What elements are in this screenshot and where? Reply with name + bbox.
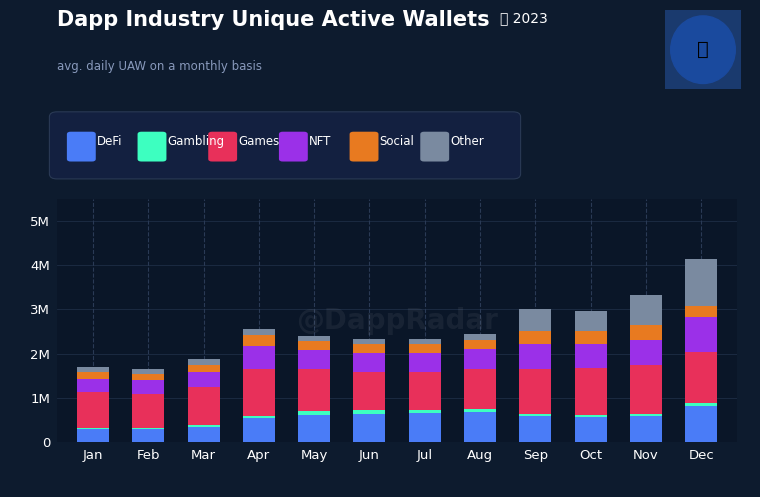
- Bar: [353, 339, 385, 344]
- Text: Social: Social: [379, 135, 414, 148]
- Bar: [242, 335, 275, 346]
- Bar: [298, 341, 330, 350]
- Bar: [132, 380, 164, 394]
- Bar: [77, 372, 109, 379]
- Bar: [409, 372, 441, 410]
- Bar: [409, 344, 441, 353]
- Bar: [298, 415, 330, 442]
- Bar: [686, 352, 717, 404]
- Bar: [77, 429, 109, 442]
- Text: Gambling: Gambling: [167, 135, 224, 148]
- Bar: [519, 310, 552, 331]
- Circle shape: [671, 16, 736, 83]
- Bar: [242, 369, 275, 415]
- Bar: [132, 428, 164, 429]
- Bar: [188, 387, 220, 425]
- Bar: [575, 331, 606, 343]
- Bar: [519, 369, 552, 414]
- Text: 📡: 📡: [697, 40, 709, 59]
- Text: @DappRadar: @DappRadar: [296, 307, 498, 334]
- Bar: [77, 379, 109, 392]
- Bar: [630, 325, 662, 340]
- Bar: [519, 416, 552, 442]
- Bar: [630, 414, 662, 416]
- Bar: [686, 306, 717, 317]
- Bar: [242, 418, 275, 442]
- Bar: [409, 413, 441, 442]
- Bar: [353, 353, 385, 372]
- Bar: [464, 334, 496, 339]
- Bar: [188, 359, 220, 365]
- Text: NFT: NFT: [309, 135, 331, 148]
- Bar: [132, 374, 164, 380]
- Bar: [686, 317, 717, 352]
- Bar: [353, 410, 385, 414]
- Bar: [519, 414, 552, 416]
- Bar: [298, 369, 330, 412]
- Bar: [464, 412, 496, 442]
- Bar: [409, 410, 441, 413]
- Bar: [686, 406, 717, 442]
- Text: Games: Games: [238, 135, 279, 148]
- Bar: [630, 340, 662, 365]
- Bar: [353, 344, 385, 353]
- Bar: [132, 394, 164, 428]
- Bar: [242, 415, 275, 418]
- Text: Dapp Industry Unique Active Wallets: Dapp Industry Unique Active Wallets: [57, 10, 489, 30]
- Bar: [575, 311, 606, 331]
- Bar: [132, 369, 164, 374]
- Bar: [298, 412, 330, 415]
- Bar: [575, 368, 606, 415]
- Bar: [519, 343, 552, 369]
- Bar: [298, 336, 330, 341]
- Bar: [353, 372, 385, 410]
- Bar: [242, 329, 275, 335]
- Text: Other: Other: [450, 135, 483, 148]
- Bar: [77, 392, 109, 428]
- Bar: [630, 416, 662, 442]
- Text: avg. daily UAW on a monthly basis: avg. daily UAW on a monthly basis: [57, 60, 262, 73]
- Bar: [353, 414, 385, 442]
- Bar: [188, 365, 220, 372]
- Bar: [686, 404, 717, 406]
- Bar: [575, 417, 606, 442]
- Bar: [686, 259, 717, 306]
- Bar: [77, 428, 109, 429]
- Bar: [409, 339, 441, 344]
- Bar: [630, 295, 662, 325]
- Bar: [464, 349, 496, 369]
- Bar: [575, 415, 606, 417]
- Bar: [464, 409, 496, 412]
- Bar: [188, 372, 220, 387]
- Bar: [464, 369, 496, 409]
- Bar: [188, 425, 220, 427]
- Text: DeFi: DeFi: [97, 135, 122, 148]
- Bar: [242, 346, 275, 369]
- Bar: [519, 331, 552, 343]
- Bar: [77, 367, 109, 372]
- Bar: [464, 339, 496, 349]
- Bar: [575, 343, 606, 368]
- Bar: [630, 365, 662, 414]
- Bar: [188, 427, 220, 442]
- Text: 📅 2023: 📅 2023: [500, 11, 548, 25]
- Bar: [132, 429, 164, 442]
- Bar: [298, 350, 330, 369]
- Bar: [409, 353, 441, 372]
